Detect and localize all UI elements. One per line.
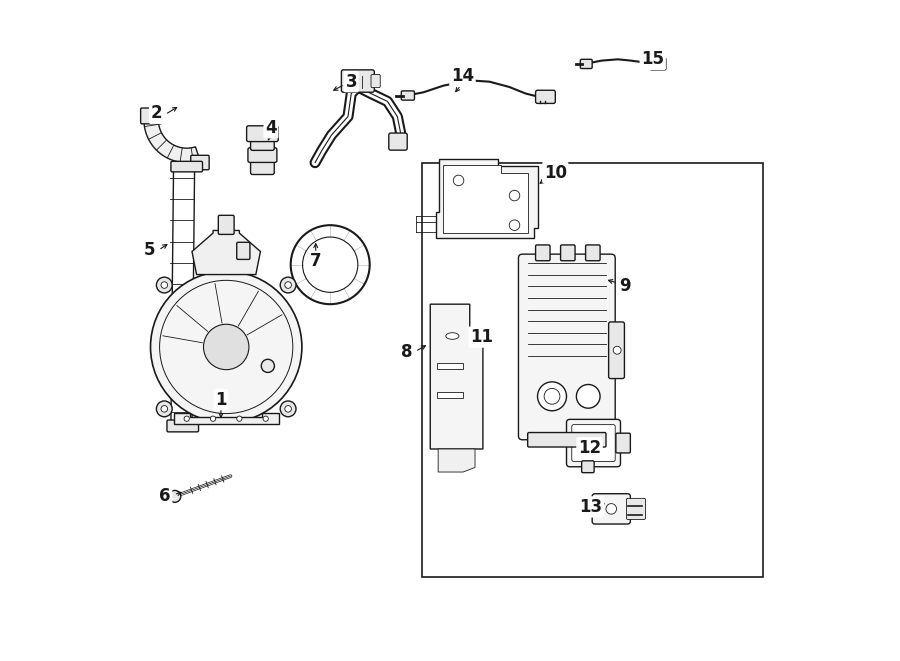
Text: 14: 14 bbox=[451, 67, 474, 85]
Bar bbox=[436, 363, 464, 369]
Text: 9: 9 bbox=[619, 277, 631, 295]
FancyBboxPatch shape bbox=[389, 133, 407, 150]
Circle shape bbox=[157, 277, 172, 293]
FancyBboxPatch shape bbox=[401, 91, 415, 100]
FancyBboxPatch shape bbox=[518, 254, 616, 440]
Circle shape bbox=[261, 360, 274, 372]
FancyBboxPatch shape bbox=[248, 148, 277, 163]
FancyBboxPatch shape bbox=[171, 161, 202, 172]
FancyBboxPatch shape bbox=[580, 59, 592, 69]
Text: 7: 7 bbox=[310, 253, 321, 270]
Circle shape bbox=[284, 282, 292, 288]
FancyBboxPatch shape bbox=[581, 461, 594, 473]
FancyBboxPatch shape bbox=[608, 322, 625, 379]
Bar bbox=[422, 163, 762, 577]
Circle shape bbox=[150, 271, 302, 422]
Ellipse shape bbox=[446, 332, 459, 339]
Circle shape bbox=[161, 406, 167, 412]
Text: 6: 6 bbox=[159, 487, 171, 506]
Text: 12: 12 bbox=[578, 439, 601, 457]
Polygon shape bbox=[174, 412, 279, 424]
Bar bbox=[436, 392, 464, 399]
Text: 15: 15 bbox=[641, 50, 664, 68]
FancyBboxPatch shape bbox=[650, 58, 666, 70]
Circle shape bbox=[203, 325, 249, 369]
Polygon shape bbox=[444, 165, 527, 233]
FancyBboxPatch shape bbox=[527, 432, 606, 447]
Text: 10: 10 bbox=[544, 163, 567, 182]
Circle shape bbox=[263, 416, 268, 421]
Polygon shape bbox=[438, 449, 475, 472]
Circle shape bbox=[509, 220, 520, 231]
Circle shape bbox=[537, 382, 566, 410]
Circle shape bbox=[291, 225, 370, 304]
FancyBboxPatch shape bbox=[536, 245, 550, 260]
FancyBboxPatch shape bbox=[167, 420, 199, 432]
Text: 5: 5 bbox=[144, 241, 156, 259]
Circle shape bbox=[544, 389, 560, 405]
Circle shape bbox=[161, 282, 167, 288]
FancyBboxPatch shape bbox=[592, 494, 630, 524]
Circle shape bbox=[211, 416, 216, 421]
FancyBboxPatch shape bbox=[250, 136, 274, 150]
Circle shape bbox=[237, 416, 242, 421]
Polygon shape bbox=[436, 159, 537, 239]
Circle shape bbox=[576, 385, 600, 408]
Text: 11: 11 bbox=[470, 328, 493, 346]
Circle shape bbox=[157, 401, 172, 416]
Circle shape bbox=[606, 504, 616, 514]
Circle shape bbox=[169, 490, 181, 502]
FancyBboxPatch shape bbox=[191, 155, 209, 170]
FancyBboxPatch shape bbox=[140, 108, 162, 124]
Polygon shape bbox=[430, 304, 483, 449]
Circle shape bbox=[454, 175, 464, 186]
FancyBboxPatch shape bbox=[566, 419, 620, 467]
Text: 1: 1 bbox=[215, 391, 227, 408]
Text: 8: 8 bbox=[401, 342, 413, 360]
FancyBboxPatch shape bbox=[371, 75, 380, 88]
Polygon shape bbox=[192, 231, 260, 274]
FancyBboxPatch shape bbox=[219, 215, 234, 235]
Circle shape bbox=[159, 280, 292, 414]
FancyBboxPatch shape bbox=[536, 91, 555, 103]
Text: 3: 3 bbox=[346, 73, 357, 91]
FancyBboxPatch shape bbox=[250, 160, 274, 175]
Circle shape bbox=[280, 277, 296, 293]
FancyBboxPatch shape bbox=[616, 433, 630, 453]
Circle shape bbox=[184, 416, 189, 421]
FancyBboxPatch shape bbox=[626, 498, 645, 520]
Circle shape bbox=[613, 346, 621, 354]
Text: 13: 13 bbox=[580, 498, 602, 516]
Circle shape bbox=[302, 237, 358, 292]
Circle shape bbox=[509, 190, 520, 201]
Polygon shape bbox=[144, 120, 200, 163]
FancyBboxPatch shape bbox=[237, 243, 250, 259]
Circle shape bbox=[284, 406, 292, 412]
Text: 2: 2 bbox=[150, 104, 162, 122]
FancyBboxPatch shape bbox=[561, 245, 575, 260]
FancyBboxPatch shape bbox=[586, 245, 600, 260]
Text: 4: 4 bbox=[266, 119, 277, 137]
Circle shape bbox=[280, 401, 296, 416]
FancyBboxPatch shape bbox=[247, 126, 278, 141]
FancyBboxPatch shape bbox=[341, 70, 374, 93]
FancyBboxPatch shape bbox=[572, 424, 616, 461]
